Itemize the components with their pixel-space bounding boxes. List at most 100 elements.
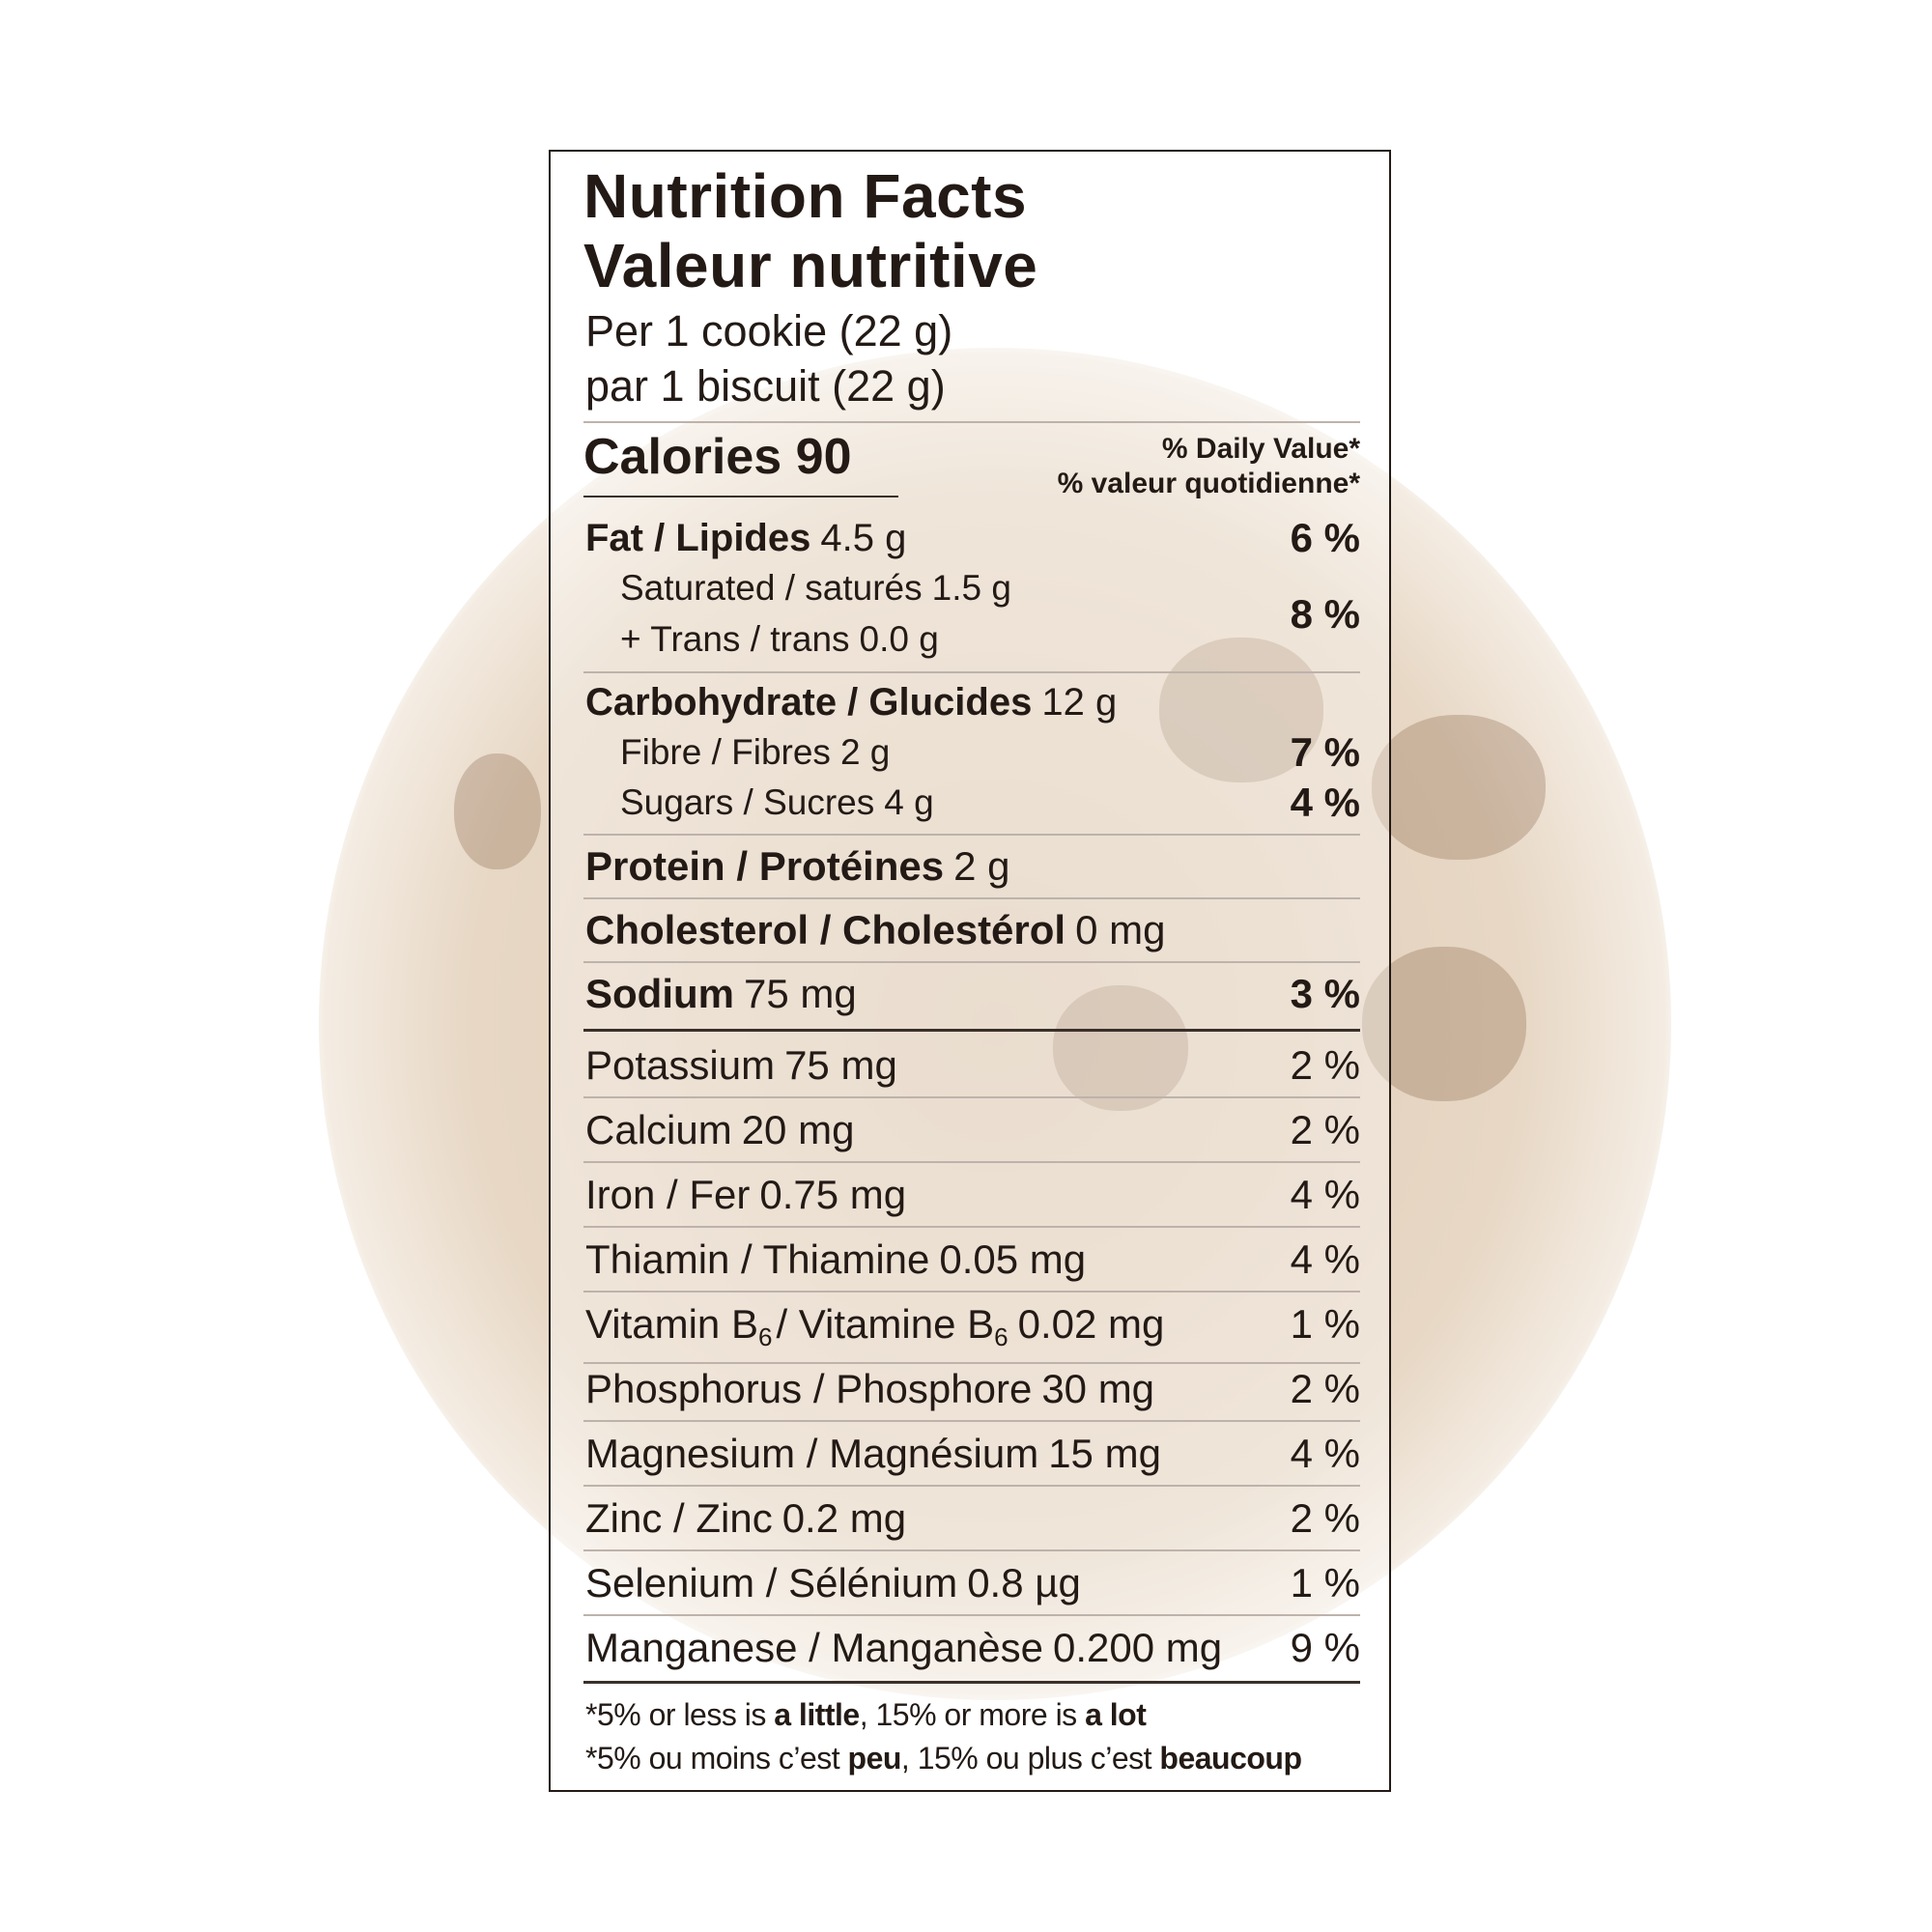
manganese-amount: 0.200 mg: [1053, 1625, 1222, 1670]
divider: [583, 1420, 1360, 1422]
footnote-emphasis: peu: [848, 1741, 901, 1776]
selenium-amount: 0.8 µg: [967, 1560, 1081, 1605]
footnote-text: , 15% ou plus c’est: [901, 1741, 1159, 1776]
protein-amount: 2 g: [953, 843, 1009, 889]
cholesterol-amount: 0 mg: [1075, 907, 1165, 952]
sugars-daily-value: 4 %: [1291, 776, 1360, 830]
manganese-row: Manganese / Manganèse 0.200 mg 9 %: [585, 1621, 1360, 1679]
phosphorus-row: Phosphorus / Phosphore 30 mg 2 %: [585, 1362, 1360, 1420]
fibre-daily-value: 7 %: [1291, 725, 1360, 780]
zinc-row: Zinc / Zinc 0.2 mg 2 %: [585, 1492, 1360, 1549]
serving-size-english: Per 1 cookie (22 g): [585, 304, 952, 358]
sodium-daily-value: 3 %: [1291, 967, 1360, 1021]
divider-thick: [583, 1029, 1360, 1032]
selenium-label: Selenium / Sélénium: [585, 1560, 957, 1605]
thiamin-row: Thiamin / Thiamine 0.05 mg 4 %: [585, 1233, 1360, 1291]
thiamin-daily-value: 4 %: [1291, 1233, 1360, 1287]
thiamin-amount: 0.05 mg: [939, 1236, 1086, 1282]
footnote-french: *5% ou moins c’est peu, 15% ou plus c’es…: [585, 1737, 1302, 1779]
divider: [583, 1096, 1360, 1098]
magnesium-label: Magnesium / Magnésium: [585, 1431, 1038, 1476]
vitamin-b6-daily-value: 1 %: [1291, 1297, 1360, 1351]
zinc-amount: 0.2 mg: [782, 1495, 906, 1541]
sugars-amount: 4 g: [884, 782, 933, 822]
potassium-daily-value: 2 %: [1291, 1038, 1360, 1093]
calcium-label: Calcium: [585, 1107, 732, 1152]
cholesterol-row: Cholesterol / Cholestérol 0 mg: [585, 903, 1360, 961]
title-english: Nutrition Facts: [583, 161, 1027, 231]
fibre-amount: 2 g: [840, 732, 890, 772]
calories-underline: [583, 496, 898, 497]
saturated-row: Saturated / saturés 1.5 g: [585, 561, 1360, 619]
calcium-daily-value: 2 %: [1291, 1103, 1360, 1157]
footnote-english: *5% or less is a little, 15% or more is …: [585, 1693, 1146, 1736]
title-french: Valeur nutritive: [583, 231, 1037, 300]
divider: [583, 961, 1360, 963]
calories-row: Calories 90: [583, 428, 852, 486]
potassium-amount: 75 mg: [784, 1042, 897, 1088]
calories-value: 90: [796, 429, 852, 485]
divider: [583, 671, 1360, 673]
phosphorus-label: Phosphorus / Phosphore: [585, 1366, 1032, 1411]
footnote-text: *5% or less is: [585, 1697, 774, 1732]
manganese-daily-value: 9 %: [1291, 1621, 1360, 1675]
selenium-daily-value: 1 %: [1291, 1556, 1360, 1610]
fibre-label: Fibre / Fibres: [620, 732, 831, 772]
iron-amount: 0.75 mg: [759, 1172, 906, 1217]
vitamin-b6-row: Vitamin B6/ Vitamine B6 0.02 mg 1 %: [585, 1297, 1360, 1355]
chocolate-chip: [1372, 715, 1546, 860]
saturated-label: Saturated / saturés: [620, 568, 923, 608]
zinc-label: Zinc / Zinc: [585, 1495, 773, 1541]
divider: [583, 1161, 1360, 1163]
manganese-label: Manganese / Manganèse: [585, 1625, 1043, 1670]
daily-value-header-english: % Daily Value*: [1162, 432, 1360, 467]
potassium-row: Potassium 75 mg 2 %: [585, 1038, 1360, 1096]
footnote-emphasis: a lot: [1085, 1697, 1146, 1732]
trans-amount: 0.0 g: [860, 619, 939, 659]
zinc-daily-value: 2 %: [1291, 1492, 1360, 1546]
sugars-label: Sugars / Sucres: [620, 782, 874, 822]
divider: [583, 1226, 1360, 1228]
magnesium-daily-value: 4 %: [1291, 1427, 1360, 1481]
iron-label: Iron / Fer: [585, 1172, 750, 1217]
vitamin-b6-subscript: 6: [994, 1322, 1008, 1351]
divider: [583, 1485, 1360, 1487]
vitamin-b6-label-english: Vitamin B: [585, 1301, 758, 1347]
carbohydrate-row: Carbohydrate / Glucides 12 g: [585, 675, 1360, 733]
protein-label: Protein / Protéines: [585, 843, 944, 889]
carbohydrate-amount: 12 g: [1041, 681, 1117, 724]
serving-size-french: par 1 biscuit (22 g): [585, 359, 946, 413]
divider: [583, 834, 1360, 836]
iron-daily-value: 4 %: [1291, 1168, 1360, 1222]
daily-value-header-french: % valeur quotidienne*: [1058, 467, 1360, 501]
fat-amount: 4.5 g: [820, 517, 906, 559]
chocolate-chip: [454, 753, 541, 869]
sodium-amount: 75 mg: [744, 971, 857, 1016]
saturated-amount: 1.5 g: [932, 568, 1011, 608]
sodium-row: Sodium 75 mg 3 %: [585, 967, 1360, 1025]
divider: [583, 421, 1360, 423]
trans-label: + Trans / trans: [620, 619, 850, 659]
trans-row: + Trans / trans 0.0 g: [585, 612, 1360, 670]
divider: [583, 897, 1360, 899]
divider: [583, 1614, 1360, 1616]
nutrition-facts-table: Nutrition Facts Valeur nutritive Per 1 c…: [549, 150, 1391, 1792]
footnote-emphasis: beaucoup: [1159, 1741, 1301, 1776]
phosphorus-amount: 30 mg: [1041, 1366, 1154, 1411]
calcium-row: Calcium 20 mg 2 %: [585, 1103, 1360, 1161]
thiamin-label: Thiamin / Thiamine: [585, 1236, 929, 1282]
sodium-label: Sodium: [585, 971, 734, 1016]
cholesterol-label: Cholesterol / Cholestérol: [585, 907, 1065, 952]
fat-label: Fat / Lipides: [585, 517, 810, 559]
divider: [583, 1291, 1360, 1293]
footnote-text: , 15% or more is: [860, 1697, 1085, 1732]
phosphorus-daily-value: 2 %: [1291, 1362, 1360, 1416]
magnesium-row: Magnesium / Magnésium 15 mg 4 %: [585, 1427, 1360, 1485]
calories-label: Calories: [583, 429, 781, 485]
footnote-emphasis: a little: [774, 1697, 859, 1732]
vitamin-b6-label-french: / Vitamine B: [776, 1301, 994, 1347]
vitamin-b6-subscript: 6: [758, 1322, 772, 1351]
potassium-label: Potassium: [585, 1042, 775, 1088]
sugars-row: Sugars / Sucres 4 g 4 %: [585, 776, 1360, 834]
iron-row: Iron / Fer 0.75 mg 4 %: [585, 1168, 1360, 1226]
